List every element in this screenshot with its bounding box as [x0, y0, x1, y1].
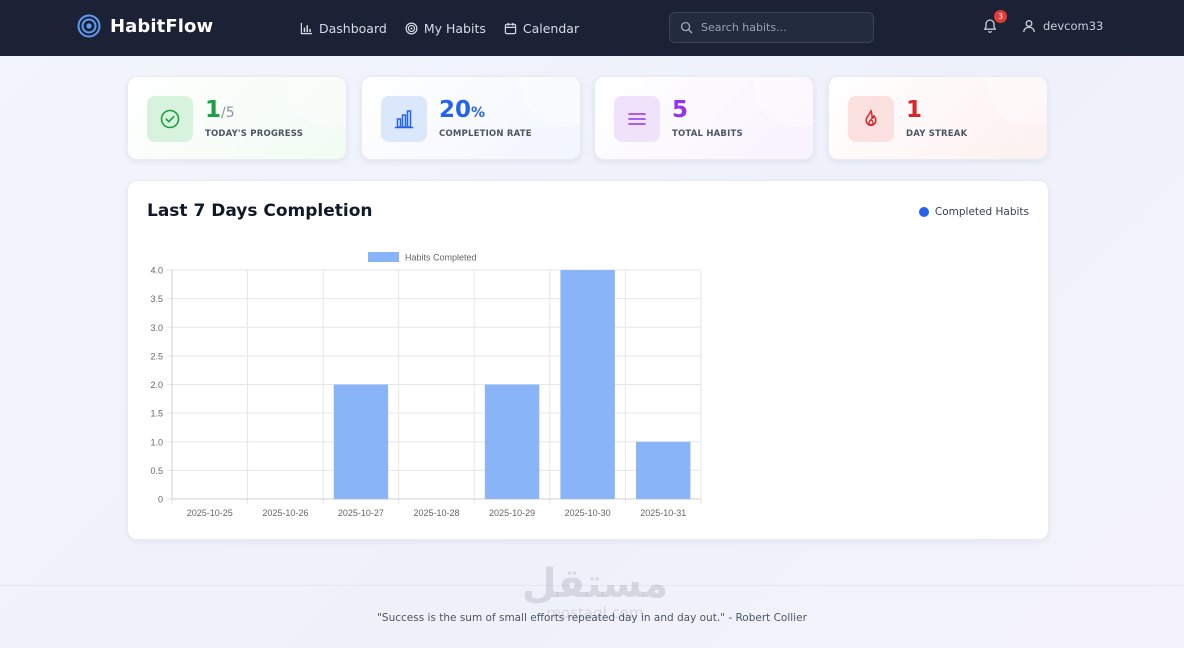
username: devcom33	[1043, 19, 1104, 33]
y-tick-label: 3.0	[150, 323, 163, 333]
todays-progress-label: TODAY'S PROGRESS	[205, 129, 304, 139]
completion-bar-chart: 0 0.5 1.0 1.5 2.0 2.5 3.0 3.5 4.0 2025-10-25 2025-…	[150, 252, 702, 518]
bar-chart-icon	[300, 22, 313, 34]
check-circle-icon-box	[147, 96, 193, 142]
chart-legend-label: Habits Completed	[405, 253, 477, 263]
nav-dashboard-label: Dashboard	[319, 20, 387, 36]
target-icon	[405, 22, 418, 34]
stat-value: 1	[906, 97, 923, 123]
chart-panel-title: Last 7 Days Completion	[147, 201, 373, 221]
stat-value: 20	[439, 97, 472, 123]
nav-dashboard[interactable]: Dashboard	[300, 21, 387, 36]
x-tick-label: 2025-10-31	[640, 508, 686, 518]
y-tick-label: 2.0	[150, 380, 163, 390]
nav-links: Dashboard My Habits Calendar	[300, 0, 579, 56]
brand-name: HabitFlow	[110, 15, 214, 37]
x-tick-label: 2025-10-28	[413, 508, 459, 518]
stat-suffix: /5	[221, 105, 235, 121]
chart-legend-swatch	[368, 252, 399, 262]
bar	[333, 384, 389, 499]
notifications-button[interactable]: 3	[982, 10, 1007, 35]
stat-card-total-habits: 5 TOTAL HABITS	[594, 76, 814, 160]
x-tick-label: 2025-10-25	[187, 508, 233, 518]
y-tick-label: 0	[158, 495, 163, 505]
stat-card-completion-rate: 20% COMPLETION RATE	[361, 76, 581, 160]
panel-legend: Completed Habits	[918, 206, 1029, 218]
total-habits-label: TOTAL HABITS	[672, 129, 743, 139]
watermark-arabic: مستقل	[521, 561, 669, 607]
list-icon-box	[614, 96, 660, 142]
footer-divider	[0, 585, 1184, 586]
stat-value: 5	[672, 97, 689, 123]
completion-rate-value: 20%	[439, 97, 485, 126]
chart-panel: Last 7 Days Completion Completed Habits …	[127, 180, 1049, 540]
x-tick-label: 2025-10-29	[489, 508, 535, 518]
bar	[560, 270, 615, 499]
nav-calendar-label: Calendar	[522, 20, 580, 36]
legend-dot	[918, 207, 929, 217]
nav-my-habits-label: My Habits	[423, 20, 486, 36]
nav-my-habits[interactable]: My Habits	[405, 21, 486, 36]
stat-suffix: %	[471, 105, 486, 121]
y-tick-label: 2.5	[150, 351, 163, 361]
check-circle-icon	[160, 109, 180, 129]
brand-logo[interactable]: HabitFlow	[77, 14, 213, 38]
search-input[interactable]	[701, 21, 861, 34]
calendar-icon	[504, 22, 517, 34]
y-tick-label: 3.5	[150, 294, 163, 304]
stat-value: 1	[205, 97, 222, 123]
total-habits-value: 5	[672, 97, 688, 126]
bell-icon	[984, 19, 996, 33]
y-tick-label: 0.5	[150, 466, 163, 476]
x-tick-label: 2025-10-27	[338, 508, 384, 518]
user-menu[interactable]: devcom33	[1022, 19, 1103, 33]
panel-legend-label: Completed Habits	[934, 206, 1029, 218]
search-box	[669, 12, 874, 43]
stat-card-day-streak: 1 DAY STREAK	[828, 76, 1048, 160]
footer-quote: "Success is the sum of small efforts rep…	[377, 612, 807, 624]
search-icon	[680, 21, 693, 34]
list-icon	[628, 113, 646, 125]
todays-progress-value: 1/5	[205, 97, 235, 126]
bar-chart-icon-box	[381, 96, 427, 142]
x-tick-label: 2025-10-26	[262, 508, 308, 518]
day-streak-value: 1	[906, 97, 922, 126]
user-icon	[1023, 20, 1035, 33]
bar-chart-icon	[394, 110, 414, 129]
bar	[636, 441, 691, 499]
y-tick-label: 4.0	[150, 266, 163, 276]
bar	[484, 384, 540, 499]
nav-calendar[interactable]: Calendar	[504, 21, 579, 36]
day-streak-label: DAY STREAK	[906, 129, 968, 139]
target-logo-icon	[77, 14, 101, 38]
completion-rate-label: COMPLETION RATE	[439, 129, 532, 139]
top-navbar: HabitFlow Dashboard My Habits	[0, 0, 1184, 56]
notification-badge: 3	[994, 10, 1007, 23]
y-tick-label: 1.0	[150, 437, 163, 447]
flame-icon-box	[848, 96, 894, 142]
y-tick-label: 1.5	[150, 409, 163, 419]
stat-card-todays-progress: 1/5 TODAY'S PROGRESS	[127, 76, 347, 160]
flame-icon	[865, 109, 877, 126]
x-tick-label: 2025-10-30	[565, 508, 611, 518]
